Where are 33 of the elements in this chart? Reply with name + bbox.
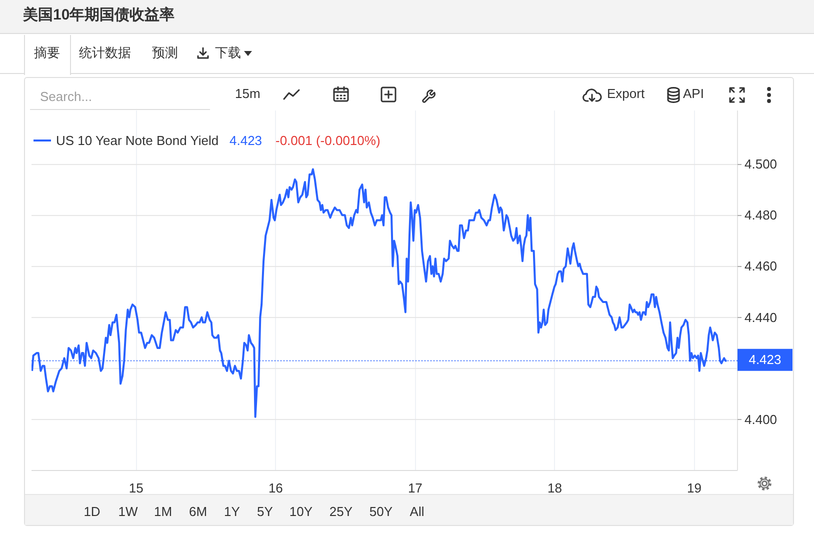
y-tick-label: 4.460 <box>744 258 778 274</box>
text: 1Y <box>224 504 240 520</box>
text: 1M <box>154 504 172 520</box>
text: Search... <box>40 88 92 106</box>
title: 美国10年期国债收益率 <box>23 6 175 26</box>
text: 5Y <box>257 504 273 520</box>
annotation: 4.423 <box>230 133 262 148</box>
text: 下载 <box>215 44 241 62</box>
y-tick-label: 4.500 <box>744 156 778 172</box>
text: 50Y <box>369 504 393 520</box>
text: API <box>683 86 704 102</box>
text: 10Y <box>289 504 313 520</box>
text: 摘要 <box>34 44 60 62</box>
y-tick-label: 4.480 <box>744 208 778 223</box>
y-tick-label: 4.400 <box>744 412 778 427</box>
x-tick-label: 17 <box>408 480 422 496</box>
x-tick-label: 15 <box>128 480 144 496</box>
legend-label: US 10 Year Note Bond Yield <box>56 132 219 150</box>
x-tick-label: 18 <box>547 480 562 496</box>
text: 15m <box>235 86 260 102</box>
text: 统计数据 <box>79 44 131 62</box>
text: 预测 <box>152 44 178 62</box>
text: 1W <box>118 504 138 520</box>
text: 6M <box>188 504 208 520</box>
ref-line-label: 4.423 <box>738 349 792 372</box>
y-tick-label: 4.440 <box>744 310 778 325</box>
text: All <box>410 504 424 520</box>
x-tick-label: 16 <box>268 480 283 496</box>
text: 1D <box>84 504 100 520</box>
text: 25Y <box>329 504 353 520</box>
text: Export <box>607 86 645 102</box>
annotation: -0.001 (-0.0010%) <box>276 133 380 148</box>
x-tick-label: 19 <box>687 480 702 496</box>
